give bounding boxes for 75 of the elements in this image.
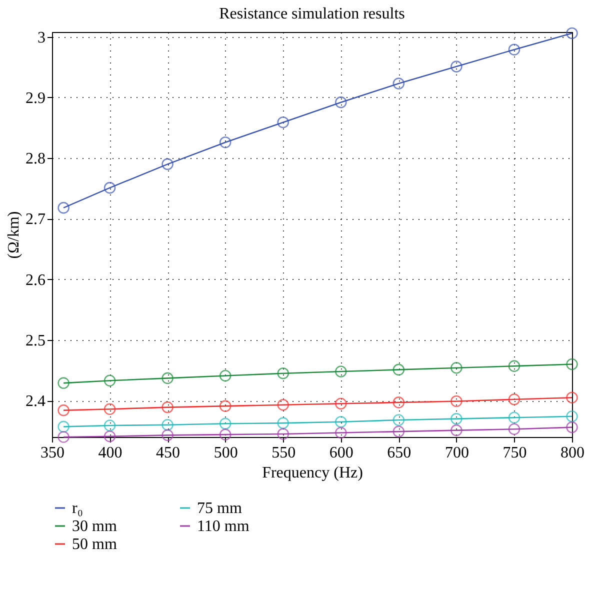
point	[104, 430, 116, 442]
point	[508, 360, 520, 372]
point	[334, 96, 347, 108]
point	[162, 372, 174, 384]
point	[334, 398, 347, 410]
x-tick-label: 600	[329, 444, 354, 462]
point	[58, 404, 70, 416]
legend-label: 75 mm	[197, 500, 242, 517]
point	[566, 410, 578, 422]
point	[508, 423, 520, 435]
x-tick-label: 700	[444, 444, 469, 462]
point	[219, 400, 232, 412]
point	[508, 394, 520, 406]
point	[104, 420, 116, 432]
point	[392, 426, 405, 438]
point	[392, 364, 405, 376]
x-tick-label: 750	[502, 444, 527, 462]
x-tick-label: 650	[387, 444, 412, 462]
point	[219, 428, 232, 440]
y-tick-label: 2.8	[26, 150, 46, 168]
point	[58, 420, 70, 433]
point	[104, 374, 116, 386]
x-tick-label: 500	[214, 444, 238, 462]
legend-label: r₀	[72, 500, 83, 517]
point	[219, 418, 232, 430]
point	[277, 116, 290, 128]
point	[508, 44, 520, 56]
point	[566, 421, 578, 434]
point	[450, 60, 462, 72]
point	[162, 401, 174, 414]
point	[104, 182, 116, 194]
point	[450, 424, 462, 436]
point	[58, 377, 70, 389]
point	[277, 417, 290, 429]
y-tick-label: 2.6	[26, 272, 46, 289]
chart-title: Resistance simulation results	[219, 5, 405, 22]
point	[392, 396, 405, 408]
legend-label: 30 mm	[72, 518, 118, 535]
y-tick-label: 2.7	[26, 211, 46, 228]
point	[162, 418, 174, 431]
point	[450, 412, 462, 425]
point	[162, 429, 174, 442]
point	[566, 358, 578, 370]
point	[334, 416, 347, 428]
point	[392, 78, 405, 90]
point	[334, 426, 347, 439]
point	[162, 158, 174, 170]
point	[566, 27, 578, 40]
point	[392, 414, 405, 426]
x-tick-label: 350	[40, 444, 64, 462]
x-tick-label: 400	[98, 444, 122, 462]
legend-label: 50 mm	[72, 536, 118, 553]
point	[334, 366, 347, 378]
point	[219, 136, 232, 148]
legend-label: 110 mm	[197, 518, 250, 535]
y-tick-label: 2.5	[26, 332, 46, 350]
x-tick-label: 550	[272, 444, 296, 462]
point	[277, 398, 290, 411]
x-axis-title: Frequency (Hz)	[262, 464, 363, 482]
x-tick-label: 800	[560, 444, 584, 462]
point	[566, 392, 578, 404]
point	[277, 428, 290, 440]
y-tick-label: 3	[38, 29, 46, 46]
point	[450, 395, 462, 408]
point	[508, 412, 520, 424]
y-tick-label: 2.4	[26, 393, 46, 410]
y-tick-label: 2.9	[26, 90, 46, 107]
point	[277, 367, 290, 380]
point	[58, 431, 70, 443]
y-axis-title: (Ω/km)	[6, 211, 22, 259]
point	[104, 403, 116, 415]
x-tick-label: 450	[156, 444, 180, 462]
point	[58, 202, 70, 214]
point	[219, 370, 232, 382]
point	[450, 362, 462, 374]
